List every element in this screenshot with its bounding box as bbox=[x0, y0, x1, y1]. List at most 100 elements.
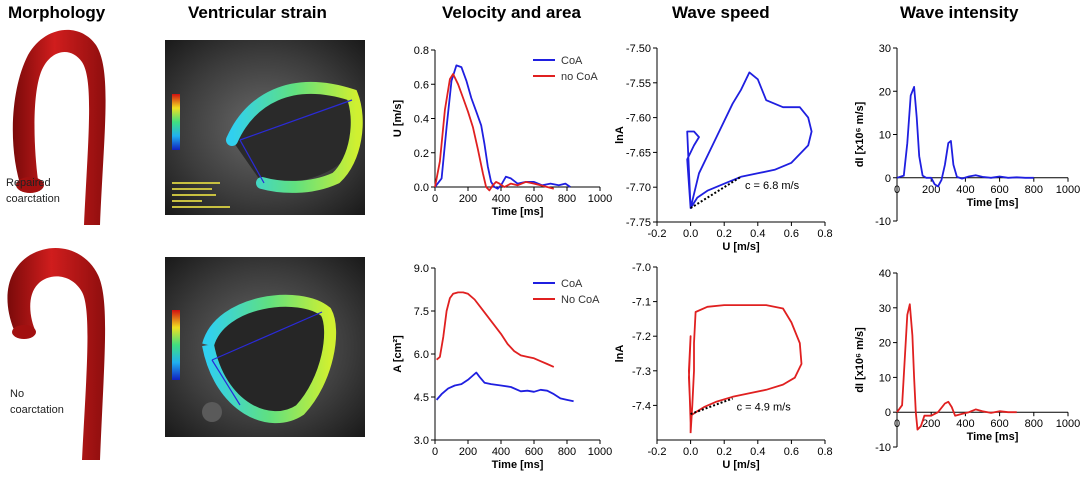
y-tick-label: 3.0 bbox=[414, 435, 429, 447]
x-tick-label: 0.6 bbox=[784, 446, 799, 458]
x-tick-label: 800 bbox=[1025, 418, 1043, 430]
x-tick-label: 400 bbox=[492, 193, 510, 205]
x-tick-label: 600 bbox=[525, 193, 543, 205]
y-tick-label: 20 bbox=[879, 86, 891, 98]
y-axis-title: lnA bbox=[614, 126, 626, 144]
y-tick-label: 30 bbox=[879, 303, 891, 315]
x-tick-label: 200 bbox=[922, 184, 940, 196]
y-tick-label: -7.60 bbox=[626, 113, 651, 125]
x-tick-label: 1000 bbox=[588, 446, 612, 458]
wave-speed-annotation: c = 6.8 m/s bbox=[745, 180, 800, 192]
x-tick-label: 600 bbox=[525, 446, 543, 458]
mri-axis-line-2 bbox=[239, 139, 265, 184]
y-tick-label: -7.55 bbox=[626, 78, 651, 90]
mri-structure bbox=[202, 402, 222, 422]
x-tick-label: 800 bbox=[558, 193, 576, 205]
x-axis-title: Time [ms] bbox=[967, 197, 1019, 209]
x-tick-label: 0.0 bbox=[683, 446, 698, 458]
chart-velocity: 0.0 0.2 0.4 0.6 0.8 0 200 400 600 800 1000 Time [ms… bbox=[392, 45, 612, 218]
header-morphology: Morphology bbox=[8, 3, 106, 22]
legend-label: no CoA bbox=[561, 71, 598, 83]
y-tick-label: -7.50 bbox=[626, 43, 651, 55]
x-tick-label: 0.2 bbox=[717, 228, 732, 240]
wave-speed-fit-line bbox=[690, 175, 742, 209]
aorta-shape-2 bbox=[7, 247, 106, 460]
y-axis-title: U [m/s] bbox=[392, 100, 404, 138]
x-tick-label: 600 bbox=[990, 184, 1008, 196]
y-tick-label: -7.4 bbox=[632, 400, 651, 412]
y-tick-label: 30 bbox=[879, 43, 891, 55]
chart-wavespeed_bottom: -7.0 -7.1 -7.2 -7.3 -7.4 -0.2 0.0 0.2 0.4 0.6 0.8 U… bbox=[614, 262, 833, 471]
x-tick-label: 0.2 bbox=[717, 446, 732, 458]
wave-speed-fit-line bbox=[690, 397, 733, 415]
x-axis-title: U [m/s] bbox=[722, 241, 760, 253]
x-tick-label: 400 bbox=[492, 446, 510, 458]
series-line-coa bbox=[435, 371, 574, 403]
mri-strain-band bbox=[226, 81, 363, 193]
mri-axis-line-3 bbox=[211, 311, 323, 361]
aorta-shape bbox=[12, 29, 106, 225]
x-tick-label: 800 bbox=[558, 446, 576, 458]
chart-wavespeed_top: -7.50 -7.55 -7.60 -7.65 -7.70 -7.75-0.2 0.0 0.2… bbox=[614, 43, 833, 253]
legend-label: CoA bbox=[561, 55, 583, 67]
mri-axis-line bbox=[239, 99, 353, 141]
y-tick-label: -10 bbox=[875, 216, 891, 228]
x-tick-label: 0 bbox=[432, 193, 438, 205]
x-tick-label: 1000 bbox=[1056, 418, 1080, 430]
x-tick-label: 1000 bbox=[588, 193, 612, 205]
y-tick-label: -7.2 bbox=[632, 331, 651, 343]
x-tick-label: -0.2 bbox=[648, 228, 667, 240]
y-tick-label: 0.0 bbox=[414, 182, 429, 194]
x-tick-label: 0.8 bbox=[817, 446, 832, 458]
series-line-coa bbox=[896, 86, 1034, 188]
y-tick-label: 0.6 bbox=[414, 79, 429, 91]
mri-image-repaired bbox=[165, 40, 365, 215]
chart-wi_top: -10 0 10 20 30 0 200 400 600 800 1000 Time [ms] dI [… bbox=[854, 43, 1080, 228]
x-tick-label: 0 bbox=[432, 446, 438, 458]
x-tick-label: -0.2 bbox=[648, 446, 667, 458]
morph-bottom-label-2: coarctation bbox=[10, 404, 64, 416]
x-tick-label: 0 bbox=[894, 184, 900, 196]
mri-colorbar bbox=[172, 94, 180, 150]
morph-bottom-label-1: No bbox=[10, 388, 24, 400]
x-tick-label: 400 bbox=[956, 418, 974, 430]
y-tick-label: -7.75 bbox=[626, 217, 651, 229]
aorta-root-2 bbox=[12, 325, 36, 339]
mri-colorbar-2 bbox=[172, 310, 180, 380]
x-axis-title: U [m/s] bbox=[722, 459, 760, 471]
y-tick-label: 10 bbox=[879, 130, 891, 142]
chart-area: 3.0 4.5 6.0 7.5 9.0 0 200 400 600 800 1000 Time [ms… bbox=[392, 263, 612, 471]
x-tick-label: 200 bbox=[922, 418, 940, 430]
y-axis-title: lnA bbox=[614, 345, 626, 363]
series-line-no-coa bbox=[436, 291, 555, 368]
aorta-model-repaired bbox=[12, 29, 106, 225]
series-line-no-coa bbox=[688, 304, 803, 434]
y-tick-label: 20 bbox=[879, 338, 891, 350]
y-axis-title: A [cm²] bbox=[392, 335, 404, 373]
x-tick-label: 200 bbox=[459, 193, 477, 205]
morph-top-label-2: coarctation bbox=[6, 193, 60, 205]
x-axis-title: Time [ms] bbox=[967, 431, 1019, 443]
y-tick-label: 10 bbox=[879, 372, 891, 384]
x-tick-label: 1000 bbox=[1056, 184, 1080, 196]
y-tick-label: 0.8 bbox=[414, 45, 429, 57]
mri-axis-line-4 bbox=[211, 359, 241, 406]
y-tick-label: 9.0 bbox=[414, 263, 429, 275]
y-tick-label: 0 bbox=[885, 407, 891, 419]
series-line-no-coa bbox=[896, 303, 1017, 431]
x-tick-label: 0.4 bbox=[750, 228, 765, 240]
mri-strain-band-2 bbox=[202, 294, 337, 424]
y-tick-label: -7.3 bbox=[632, 366, 651, 378]
aorta-root bbox=[16, 177, 44, 193]
y-tick-label: -7.1 bbox=[632, 297, 651, 309]
y-tick-label: 4.5 bbox=[414, 392, 429, 404]
mri-ventricle-cavity bbox=[232, 87, 352, 184]
series-line-coa bbox=[686, 71, 813, 210]
y-tick-label: 40 bbox=[879, 268, 891, 280]
x-tick-label: 600 bbox=[990, 418, 1008, 430]
y-tick-label: 0.2 bbox=[414, 148, 429, 160]
series-line-no-coa bbox=[434, 73, 555, 192]
